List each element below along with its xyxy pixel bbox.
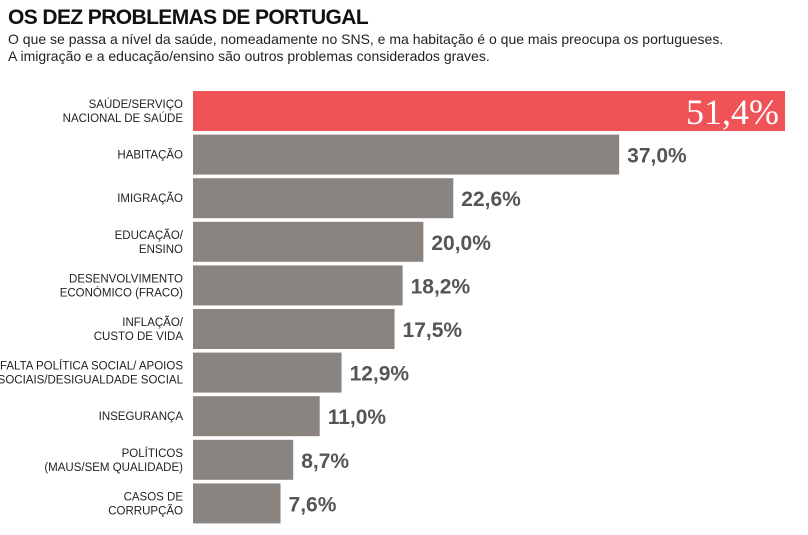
- category-label-5-0: INFLAÇÃO/: [122, 316, 184, 329]
- bar-0: [193, 91, 785, 131]
- category-label-0-1: NACIONAL DE SAÚDE: [63, 112, 184, 125]
- value-label-1: 37,0%: [627, 145, 687, 168]
- category-label-9-1: CORRUPÇÃO: [108, 504, 183, 517]
- category-label-4-1: ECONÓMICO (FRACO): [60, 286, 183, 299]
- bar-3: [193, 221, 424, 262]
- value-label-0: 51,4%: [686, 92, 779, 132]
- value-label-7: 11,0%: [328, 406, 387, 429]
- value-label-9: 7,6%: [289, 493, 337, 516]
- category-label-6-0: FALTA POLÍTICA SOCIAL/ APOIOS: [0, 360, 183, 373]
- value-label-4: 18,2%: [411, 275, 471, 298]
- chart-subtitle: O que se passa a nível da saúde, nomeada…: [8, 31, 788, 65]
- category-label-0-0: SAÚDE/SERVIÇO: [89, 98, 183, 111]
- bar-6: [193, 352, 342, 393]
- bar-2: [193, 178, 454, 219]
- bar-9: [193, 483, 281, 524]
- value-label-6: 12,9%: [350, 363, 410, 386]
- bar-5: [193, 309, 395, 349]
- category-label-8-1: (MAUS/SEM QUALIDADE): [44, 462, 183, 474]
- category-label-7-0: INSEGURANÇA: [99, 411, 184, 423]
- category-label-3-0: EDUCAÇÃO/: [115, 229, 184, 242]
- value-label-2: 22,6%: [461, 188, 521, 211]
- bar-8: [193, 439, 294, 480]
- subtitle-line-2: A imigração e a educação/ensino são outr…: [8, 48, 490, 64]
- category-label-5-1: CUSTO DE VIDA: [94, 331, 184, 343]
- category-label-2-0: IMIGRAÇÃO: [117, 192, 183, 205]
- category-label-4-0: DESENVOLVIMENTO: [69, 273, 183, 285]
- category-label-8-0: POLÍTICOS: [122, 447, 184, 460]
- subtitle-line-1: O que se passa a nível da saúde, nomeada…: [8, 31, 724, 47]
- category-label-6-1: SOCIAIS/DESIGUALDADE SOCIAL: [0, 375, 184, 387]
- category-label-1-0: HABITAÇÃO: [117, 149, 183, 162]
- bar-1: [193, 134, 620, 175]
- category-label-3-1: ENSINO: [139, 244, 183, 256]
- chart-title: OS DEZ PROBLEMAS DE PORTUGAL: [8, 6, 369, 29]
- value-label-8: 8,7%: [301, 450, 349, 473]
- bar-7: [193, 396, 320, 437]
- category-label-9-0: CASOS DE: [124, 491, 184, 503]
- bar-4: [193, 265, 403, 306]
- value-label-5: 17,5%: [403, 319, 463, 342]
- value-label-3: 20,0%: [431, 232, 491, 255]
